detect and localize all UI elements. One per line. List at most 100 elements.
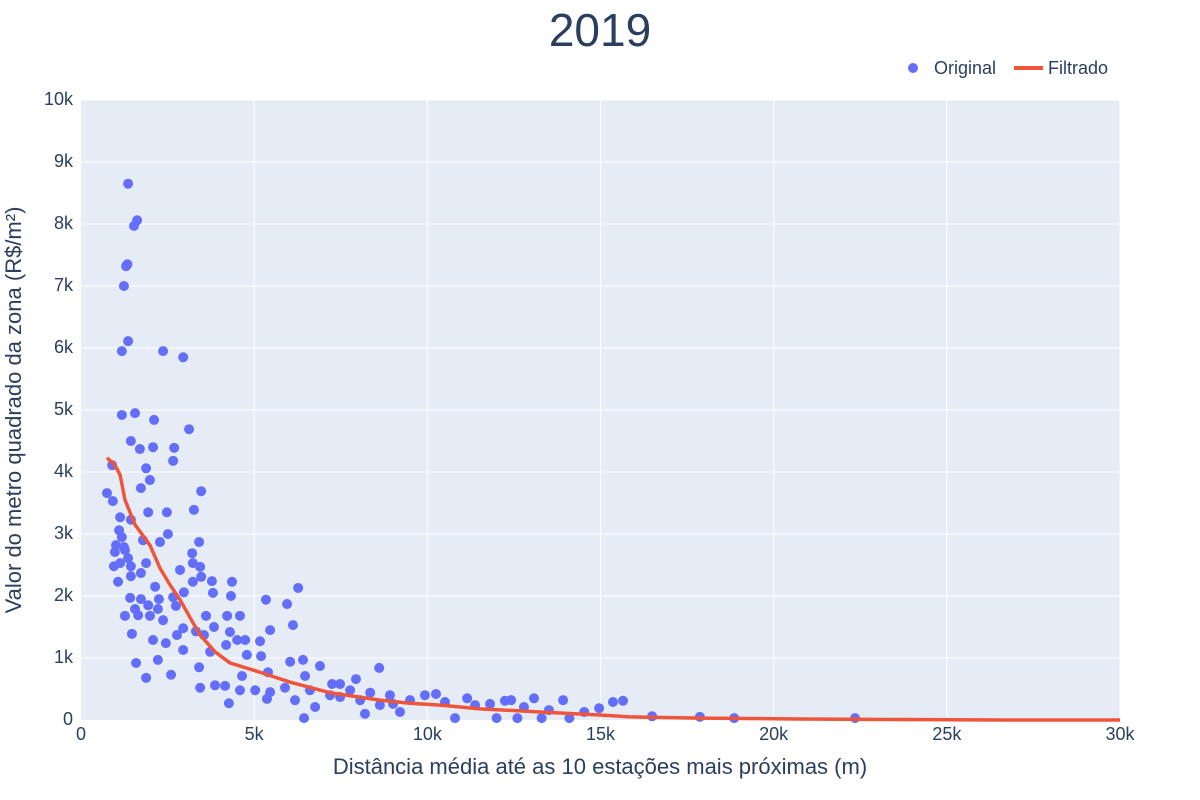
scatter-point [536,713,547,724]
scatter-point [260,594,271,605]
scatter-point [143,507,154,518]
scatter-point [141,558,152,569]
scatter-point [558,695,569,706]
scatter-point [118,281,129,291]
scatter-point [187,548,198,559]
scatter-point [144,610,155,621]
legend-label[interactable]: Filtrado [1048,58,1108,78]
scatter-point [365,687,376,698]
scatter-point [350,674,361,685]
scatter-point [359,708,370,719]
scatter-point [374,700,385,711]
scatter-point [119,545,130,556]
scatter-point [134,444,145,455]
scatter-point [462,693,473,704]
scatter-point [506,695,517,706]
scatter-point [143,600,154,611]
scatter-point [135,568,146,579]
x-tick-label: 0 [76,724,86,744]
scatter-point [107,496,118,507]
scatter-point [293,582,304,593]
scatter-point [161,507,172,518]
scatter-point [195,561,206,572]
scatter-point [131,657,142,668]
scatter-point [178,352,189,363]
scatter-point [123,336,134,347]
x-tick-label: 10k [413,724,443,744]
legend-marker [908,63,918,73]
scatter-point [232,635,243,646]
filtered-line [105,456,1120,722]
chart-title: 2019 [549,4,651,56]
scatter-point [222,610,233,621]
scatter-point [394,706,405,717]
scatter-point [250,685,261,696]
x-tick-label: 5k [245,724,265,744]
scatter-point [123,553,134,564]
scatter-point [149,414,160,425]
scatter-point [241,649,252,660]
scatter-point [237,670,248,681]
scatter-point [195,682,206,693]
scatter-point [201,610,212,621]
scatter-point [256,651,267,662]
scatter-point [141,463,152,474]
scatter-point [208,622,219,632]
scatter-point [188,504,199,515]
scatter-point [224,626,235,637]
scatter-point [116,409,127,420]
scatter-point [122,259,133,270]
legend-label[interactable]: Original [934,58,996,78]
scatter-point [310,701,321,712]
x-tick-label: 15k [586,724,616,744]
scatter-point [135,483,146,494]
scatter-point [125,561,136,572]
scatter-point [491,713,502,724]
scatter-point [178,623,189,634]
y-tick-label: 2k [54,585,74,605]
scatter-point [162,529,173,539]
x-axis-title: Distância média até as 10 estações mais … [333,754,867,779]
x-tick-label: 25k [932,724,962,744]
scatter-point [109,546,120,557]
scatter-point [123,178,134,189]
scatter-point [206,576,217,587]
y-tick-label: 9k [54,151,74,171]
scatter-point [116,346,127,357]
scatter-point [196,571,207,582]
scatter-point [335,679,346,690]
y-tick-label: 0 [63,709,73,729]
scatter-point [485,698,496,709]
scatter-point [430,688,441,699]
scatter-point [287,620,298,631]
y-tick-label: 8k [54,213,74,233]
scatter-point [374,662,385,673]
scatter-point [166,669,177,680]
scatter-point [207,587,218,598]
scatter-point [119,610,130,621]
scatter-point [115,558,126,569]
y-tick-label: 5k [54,399,74,419]
scatter-point [194,537,205,548]
scatter-point [594,703,605,714]
scatter-point [290,695,301,706]
scatter-point [158,346,169,357]
y-tick-label: 6k [54,337,74,357]
scatter-point [158,615,169,626]
y-tick-label: 7k [54,275,74,295]
scatter-point [184,424,195,435]
scatter-point [113,576,124,587]
scatter-point [153,594,164,605]
scatter-point [144,475,155,486]
scatter-point [160,638,171,649]
scatter-point [210,680,221,691]
scatter-point [529,693,540,704]
scatter-point [450,713,461,724]
y-tick-label: 10k [44,89,74,109]
scatter-point [618,695,629,706]
scatter-point [234,685,245,696]
scatter-point [512,713,523,724]
scatter-point [133,610,144,621]
scatter-point [169,442,180,453]
scatter-point [607,697,618,708]
